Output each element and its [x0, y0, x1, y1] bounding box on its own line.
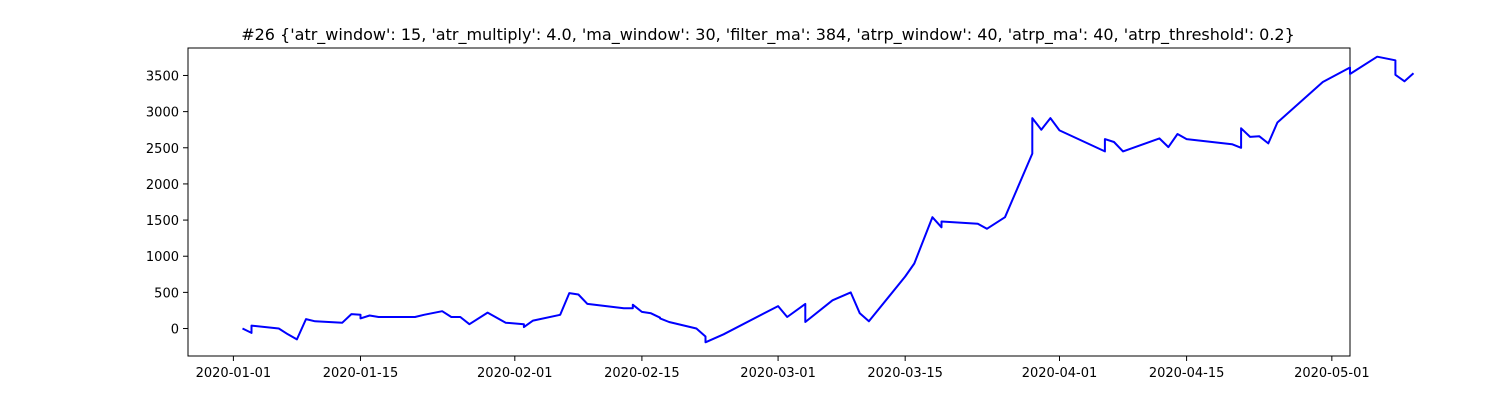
- x-tick-label: 2020-03-15: [867, 366, 943, 381]
- x-axis: 2020-01-01 2020-01-15 2020-02-01 2020-02-15…: [196, 356, 1370, 381]
- x-tick-label: 2020-02-01: [477, 366, 553, 381]
- y-tick-label: 2500: [146, 142, 179, 157]
- x-tick-label: 2020-01-01: [196, 366, 272, 381]
- y-tick-label: 3500: [146, 69, 179, 84]
- y-tick-label: 0: [171, 323, 179, 338]
- y-tick-label: 500: [154, 286, 179, 301]
- y-tick-label: 2000: [146, 178, 179, 193]
- chart-title: #26 {'atr_window': 15, 'atr_multiply': 4…: [241, 25, 1295, 45]
- y-tick-label: 3000: [146, 106, 179, 121]
- plot-frame: [187, 47, 1351, 357]
- x-tick-label: 2020-01-15: [323, 366, 399, 381]
- x-tick-label: 2020-05-01: [1294, 366, 1370, 381]
- series-line: [242, 55, 1415, 344]
- y-tick-label: 1000: [146, 250, 179, 265]
- x-tick-label: 2020-03-01: [740, 366, 816, 381]
- x-tick-label: 2020-04-01: [1022, 366, 1098, 381]
- y-tick-label: 1500: [146, 214, 179, 229]
- x-tick-label: 2020-02-15: [604, 366, 680, 381]
- x-tick-label: 2020-04-15: [1149, 366, 1225, 381]
- y-axis: 0 500 1000 1500 2000 2500 3000 3500: [146, 69, 188, 338]
